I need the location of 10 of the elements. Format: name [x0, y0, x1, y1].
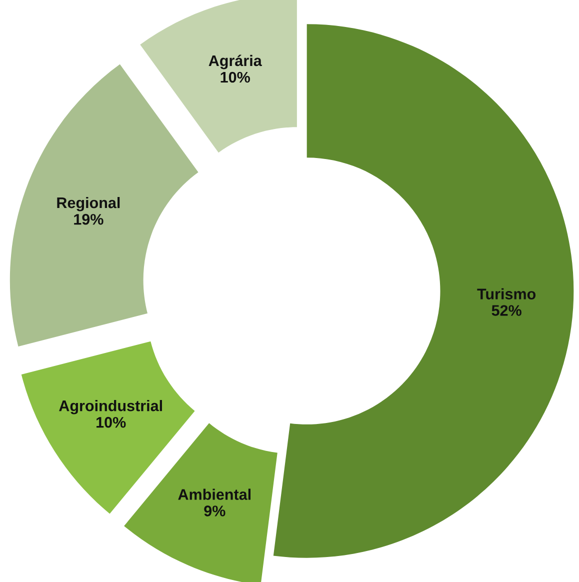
data-label: 52%	[492, 305, 522, 316]
slice-label: Regional	[57, 196, 120, 212]
slice-label: Agroindustrial	[59, 400, 162, 414]
slice-label: Turismo	[477, 288, 536, 300]
slice-label: Ambiental	[178, 488, 250, 500]
data-label: 10%	[220, 72, 250, 83]
data-label: 10%	[96, 416, 126, 428]
slice-label: Agrária	[208, 54, 262, 70]
data-label: 9%	[204, 506, 226, 516]
data-label: 19%	[74, 214, 104, 225]
